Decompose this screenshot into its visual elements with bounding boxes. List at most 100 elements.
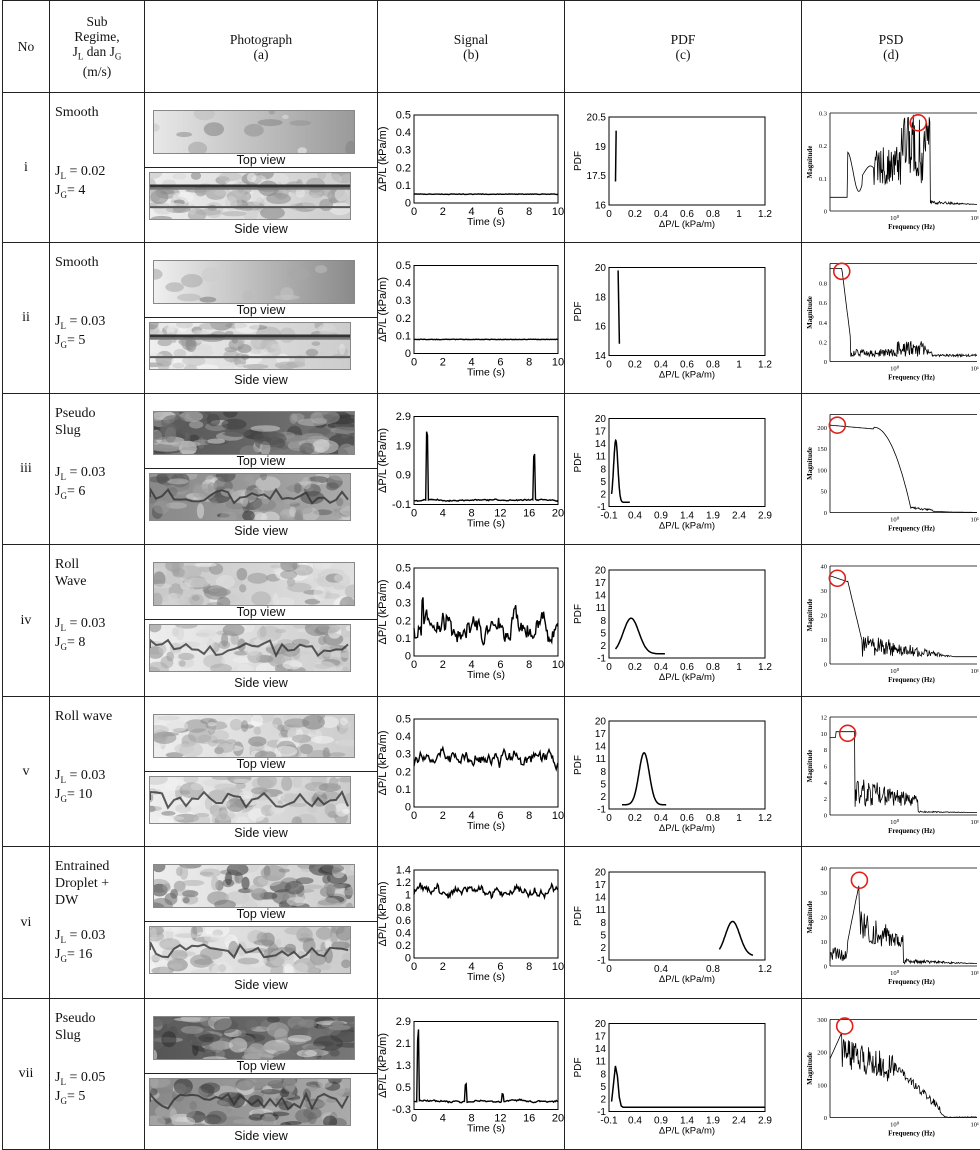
signal-series-line bbox=[414, 432, 558, 502]
y-tick-label: 30 bbox=[821, 588, 828, 595]
y-tick-label: 11 bbox=[596, 905, 607, 916]
y-axis-label: Magnitude bbox=[806, 599, 814, 632]
y-tick-label: 14 bbox=[595, 893, 607, 904]
y-tick-label: 0.2 bbox=[819, 339, 827, 346]
y-tick-label: 0 bbox=[824, 209, 827, 216]
x-tick-label: 1 bbox=[736, 662, 742, 673]
y-tick-label: 2.1 bbox=[396, 1038, 411, 1050]
x-tick-label: 0 bbox=[606, 360, 612, 371]
side-view-label: Side view bbox=[145, 222, 377, 236]
signal-series-line bbox=[414, 597, 558, 644]
y-tick-label: 10 bbox=[821, 731, 828, 738]
x-tick-label: 8 bbox=[526, 206, 532, 218]
header-psd-title: PSD bbox=[802, 32, 980, 47]
y-tick-label: 17 bbox=[595, 880, 607, 891]
photograph-cell: Top view Side view bbox=[145, 243, 378, 394]
x-tick-label: 0 bbox=[606, 662, 612, 673]
row-number: iii bbox=[3, 394, 50, 545]
x-tick-label: 0.2 bbox=[628, 360, 642, 371]
x-tick-label: 0 bbox=[411, 206, 417, 218]
row-number: vii bbox=[3, 999, 50, 1150]
y-tick-label: 6 bbox=[824, 764, 828, 771]
x-tick-label: 10⁰ bbox=[890, 214, 900, 222]
y-tick-label: 0.4 bbox=[396, 927, 411, 939]
psd-series-line bbox=[830, 1033, 977, 1118]
x-tick-label: 0 bbox=[411, 659, 417, 671]
x-axis-label: Time (s) bbox=[467, 820, 505, 832]
x-axis-label: ΔP/L (kPa/m) bbox=[659, 672, 715, 683]
header-pdf: PDF (c) bbox=[565, 1, 802, 93]
y-tick-label: 16 bbox=[595, 201, 607, 212]
x-axis-label: Time (s) bbox=[467, 518, 505, 530]
x-tick-label: 2.9 bbox=[758, 1116, 772, 1127]
y-tick-label: 18 bbox=[595, 292, 607, 303]
y-tick-label: 0 bbox=[405, 953, 411, 965]
y-tick-label: 0.6 bbox=[819, 300, 828, 307]
y-tick-label: 200 bbox=[817, 1050, 827, 1057]
y-tick-label: 19 bbox=[595, 142, 607, 153]
x-tick-label: 2 bbox=[440, 206, 446, 218]
x-tick-label: 10⁰ bbox=[890, 667, 900, 675]
y-tick-label: 0.5 bbox=[396, 260, 411, 272]
y-axis-label: Magnitude bbox=[806, 296, 814, 329]
x-tick-label: 10 bbox=[552, 961, 564, 973]
top-view-label: Top view bbox=[145, 454, 377, 468]
x-tick-label: 0 bbox=[411, 357, 417, 369]
y-tick-label: 0 bbox=[405, 651, 411, 663]
x-tick-label: 10 bbox=[552, 206, 564, 218]
x-tick-label: 10¹ bbox=[971, 215, 980, 222]
top-view-label: Top view bbox=[145, 303, 377, 317]
y-axis-label: Magnitude bbox=[806, 447, 814, 480]
y-tick-label: 5 bbox=[600, 477, 606, 488]
x-tick-label: 0.2 bbox=[628, 662, 642, 673]
y-tick-label: 0.1 bbox=[396, 784, 411, 796]
side-view-label: Side view bbox=[145, 1129, 377, 1143]
y-tick-label: 14 bbox=[595, 742, 607, 753]
x-tick-label: 2.4 bbox=[732, 1116, 746, 1127]
side-view-label: Side view bbox=[145, 373, 377, 387]
y-tick-label: 1.4 bbox=[396, 865, 411, 877]
header-regime-line-3: JL dan JG bbox=[50, 44, 144, 65]
y-tick-label: 20 bbox=[595, 868, 607, 879]
regime-name-line: Wave bbox=[55, 573, 144, 590]
x-axis-label: Frequency (Hz) bbox=[888, 525, 935, 533]
y-tick-label: 20 bbox=[595, 717, 607, 728]
y-tick-label: 0.2 bbox=[396, 940, 411, 952]
x-tick-label: 1 bbox=[736, 360, 742, 371]
x-tick-label: 0 bbox=[411, 810, 417, 822]
y-tick-label: 30 bbox=[821, 890, 828, 897]
y-axis-label: PDF bbox=[573, 453, 584, 473]
x-tick-label: 0 bbox=[411, 508, 417, 520]
header-psd: PSD (d) bbox=[802, 1, 980, 93]
top-view-label: Top view bbox=[145, 907, 377, 921]
signal-series-line bbox=[414, 1029, 558, 1102]
x-axis-label: ΔP/L (kPa/m) bbox=[659, 1126, 715, 1137]
y-tick-label: 300 bbox=[817, 1017, 827, 1024]
jg-value: JG= 5 bbox=[55, 333, 105, 353]
x-axis-label: Time (s) bbox=[467, 216, 505, 228]
x-tick-label: 10 bbox=[552, 357, 564, 369]
jl-value: JL = 0.02 bbox=[55, 164, 105, 184]
y-tick-label: 0 bbox=[405, 802, 411, 814]
